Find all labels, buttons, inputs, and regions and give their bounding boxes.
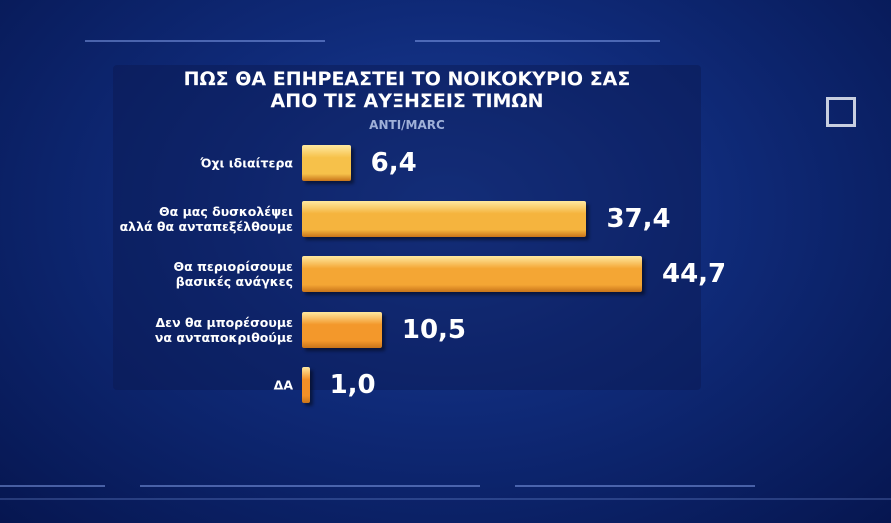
decor-line [515, 485, 755, 487]
value-label: 1,0 [329, 370, 376, 400]
category-label: Θα περιορίσουμε βασικές ανάγκες [173, 259, 293, 289]
value-label: 6,4 [370, 148, 417, 178]
chart-subtitle: ANTI/MARC [369, 118, 445, 132]
decor-line [85, 40, 325, 42]
category-label: Θα μας δυσκολέψει αλλά θα ανταπεξέλθουμε [119, 203, 293, 234]
decor-line [0, 485, 105, 487]
chart-title: ΠΩΣ ΘΑ ΕΠΗΡΕΑΣΤΕΙ ΤΟ ΝΟΙΚΟΚΥΡΙΟ ΣΑΣ ΑΠΟ … [183, 68, 631, 112]
bar [302, 311, 382, 348]
decor-line [140, 485, 480, 487]
category-label: Όχι ιδιαίτερα [200, 155, 293, 171]
bar [302, 200, 587, 237]
decor-line [0, 498, 891, 500]
value-label: 37,4 [606, 203, 671, 234]
category-label: Δεν θα μπορέσουμε να ανταποκριθούμε [154, 314, 293, 345]
bar [302, 145, 351, 181]
bar [302, 367, 310, 403]
channel-logo [826, 97, 856, 127]
category-label: ΔΑ [273, 377, 293, 393]
value-label: 44,7 [662, 259, 727, 289]
decor-line [415, 40, 660, 42]
bar [302, 256, 642, 292]
value-label: 10,5 [401, 314, 467, 345]
